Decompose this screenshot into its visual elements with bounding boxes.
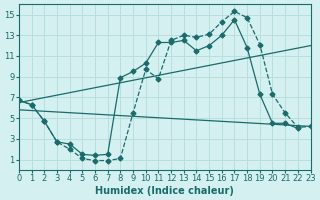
X-axis label: Humidex (Indice chaleur): Humidex (Indice chaleur) — [95, 186, 234, 196]
